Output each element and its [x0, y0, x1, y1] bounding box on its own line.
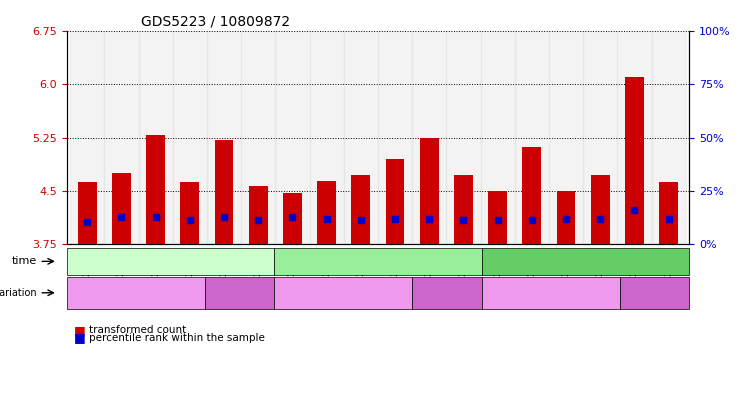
Bar: [317, 182, 336, 244]
Bar: [112, 173, 131, 244]
Bar: [180, 182, 199, 244]
Text: Nr4a1-/-: Nr4a1-/-: [633, 288, 676, 298]
Bar: [385, 159, 405, 244]
Text: Nr4a1-/-: Nr4a1-/-: [425, 288, 468, 298]
Bar: [249, 186, 268, 244]
Text: GDS5223 / 10809872: GDS5223 / 10809872: [142, 15, 290, 29]
Bar: [139, 31, 173, 244]
Bar: [617, 31, 651, 244]
Text: ■: ■: [74, 331, 86, 345]
Bar: [283, 193, 302, 244]
Bar: [104, 31, 139, 244]
Bar: [70, 31, 104, 244]
Bar: [454, 175, 473, 244]
Bar: [215, 140, 233, 244]
Text: week 8: week 8: [150, 256, 190, 266]
Bar: [556, 191, 576, 244]
Bar: [378, 31, 412, 244]
Bar: [522, 147, 541, 244]
Bar: [146, 136, 165, 244]
Bar: [351, 175, 370, 244]
Bar: [207, 31, 241, 244]
Bar: [488, 191, 507, 244]
Bar: [480, 31, 515, 244]
Bar: [446, 31, 480, 244]
Bar: [651, 31, 685, 244]
Text: wild-type FHH: wild-type FHH: [307, 288, 379, 298]
Bar: [625, 77, 644, 244]
Text: Nr4a1-/-: Nr4a1-/-: [218, 288, 261, 298]
Bar: [659, 182, 678, 244]
Bar: [515, 31, 549, 244]
Bar: [241, 31, 276, 244]
Bar: [310, 31, 344, 244]
Text: genotype/variation: genotype/variation: [0, 288, 37, 298]
Bar: [344, 31, 378, 244]
Bar: [276, 31, 310, 244]
Text: ■: ■: [74, 323, 86, 337]
Text: week 24: week 24: [562, 256, 609, 266]
Text: transformed count: transformed count: [89, 325, 186, 335]
Bar: [420, 138, 439, 244]
Text: wild-type FHH: wild-type FHH: [99, 288, 172, 298]
Text: week 16: week 16: [354, 256, 402, 266]
Bar: [412, 31, 446, 244]
Text: wild-type FHH: wild-type FHH: [514, 288, 587, 298]
Text: time: time: [12, 256, 37, 266]
Bar: [549, 31, 583, 244]
Bar: [78, 182, 96, 244]
Text: percentile rank within the sample: percentile rank within the sample: [89, 333, 265, 343]
Bar: [583, 31, 617, 244]
Bar: [173, 31, 207, 244]
Bar: [591, 175, 610, 244]
